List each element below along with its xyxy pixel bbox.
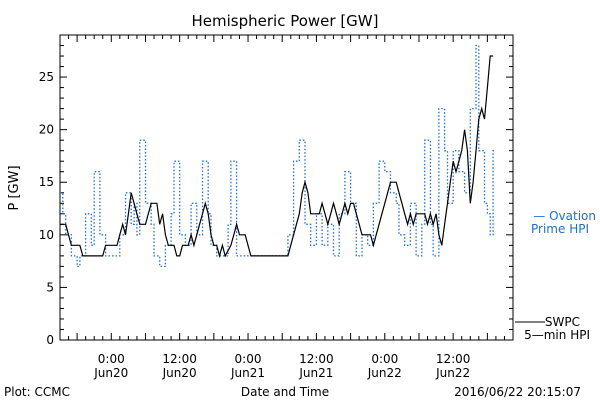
chart-title: Hemispheric Power [GW] bbox=[192, 12, 379, 30]
series-group bbox=[60, 44, 496, 268]
y-tick-label: 5 bbox=[46, 280, 54, 294]
x-tick-label-time: 0:00 bbox=[235, 352, 262, 366]
plot-frame bbox=[59, 34, 514, 341]
legend-ovation-line1: — Ovation bbox=[533, 209, 596, 223]
x-tick-label-date: Jun21 bbox=[298, 366, 333, 380]
legend-swpc-line1: SWPC bbox=[545, 315, 580, 329]
plot-credit: Plot: CCMC bbox=[4, 385, 70, 399]
x-tick-label-date: Jun20 bbox=[93, 366, 128, 380]
x-tick-label-date: Jun22 bbox=[435, 366, 470, 380]
y-tick-label: 25 bbox=[39, 70, 54, 84]
x-tick-label-time: 0:00 bbox=[371, 352, 398, 366]
y-axis-ticks: 0 5 10 15 20 25 bbox=[39, 34, 513, 347]
x-tick-label-date: Jun21 bbox=[230, 366, 265, 380]
y-tick-label: 20 bbox=[39, 123, 54, 137]
x-tick-label-date: Jun22 bbox=[367, 366, 402, 380]
plot-timestamp: 2016/06/22 20:15:07 bbox=[454, 385, 581, 399]
series-swpc-hpi bbox=[60, 55, 494, 259]
x-tick-label-time: 12:00 bbox=[162, 352, 197, 366]
series-ovation-prime-hpi bbox=[60, 44, 496, 268]
x-tick-label-date: Jun20 bbox=[162, 366, 197, 380]
y-tick-label: 10 bbox=[39, 228, 54, 242]
x-tick-label-time: 12:00 bbox=[299, 352, 334, 366]
legend-ovation-line2: Prime HPI bbox=[531, 222, 589, 236]
x-tick-label-time: 12:00 bbox=[436, 352, 471, 366]
y-tick-label: 15 bbox=[39, 175, 54, 189]
x-axis-label: Date and Time bbox=[241, 385, 329, 399]
y-tick-label: 0 bbox=[46, 333, 54, 347]
x-axis-ticks: 0:00Jun2012:00Jun200:00Jun2112:00Jun210:… bbox=[59, 35, 514, 380]
x-tick-label-time: 0:00 bbox=[98, 352, 125, 366]
legend-swpc-line2: 5—min HPI bbox=[524, 328, 590, 342]
y-axis-label: P [GW] bbox=[7, 165, 22, 210]
